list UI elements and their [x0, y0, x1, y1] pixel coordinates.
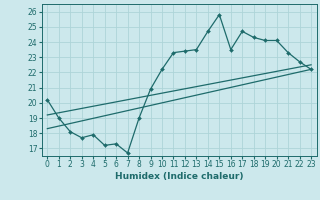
- X-axis label: Humidex (Indice chaleur): Humidex (Indice chaleur): [115, 172, 244, 181]
